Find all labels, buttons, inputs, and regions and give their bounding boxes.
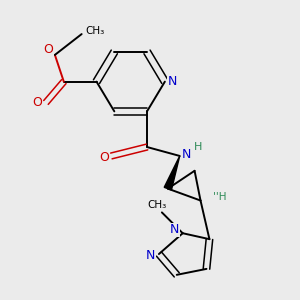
Polygon shape	[164, 156, 180, 190]
Text: N: N	[182, 148, 191, 161]
Text: ''H: ''H	[213, 192, 226, 202]
Text: O: O	[44, 43, 53, 56]
Text: N: N	[170, 223, 179, 236]
Text: N: N	[168, 75, 177, 88]
Text: N: N	[146, 249, 155, 262]
Text: O: O	[32, 96, 42, 109]
Text: H: H	[194, 142, 202, 152]
Text: CH₃: CH₃	[85, 26, 105, 36]
Text: O: O	[99, 151, 109, 164]
Text: CH₃: CH₃	[148, 200, 167, 210]
